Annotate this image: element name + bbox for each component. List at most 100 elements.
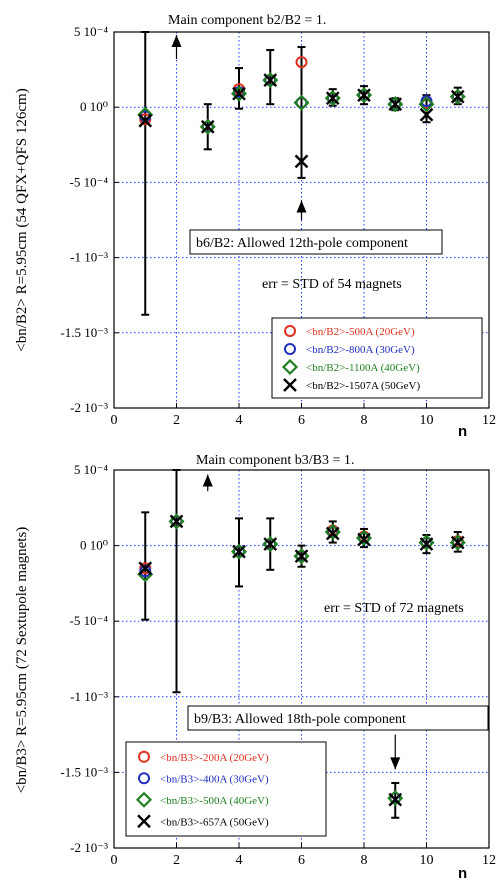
- marker-x-stroke: [388, 792, 403, 807]
- x-tick-label: 8: [361, 413, 368, 428]
- marker-x-stroke: [325, 91, 340, 106]
- data-point: [355, 87, 373, 104]
- y-tick-label: 0 10⁰: [80, 99, 108, 114]
- marker-x-stroke: [200, 119, 215, 134]
- x-axis-label: n: [458, 865, 467, 882]
- legend-marker: [137, 814, 151, 829]
- annotation-arrow-head: [390, 757, 401, 770]
- legend: <bn/B3>-200A (20GeV) <bn/B3>-400A (30GeV)…: [125, 741, 327, 837]
- marker-x-stroke: [294, 154, 309, 169]
- x-tick-label: 4: [236, 853, 243, 868]
- legend-label: <bn/B3>-500A (40GeV): [160, 795, 269, 807]
- y-axis-label: <bn/B2> R=5.95cm (54 QFX+QFS 126cm): [14, 88, 30, 351]
- marker-x-stroke: [263, 73, 278, 87]
- legend-marker: [135, 791, 153, 808]
- y-tick-label: -5 10⁻⁴: [70, 174, 109, 189]
- data-point: [357, 88, 371, 103]
- y-tick-label: -1 10⁻³: [70, 250, 108, 265]
- marker-x-stroke: [263, 537, 278, 551]
- data-point: [168, 513, 185, 530]
- data-point: [388, 97, 403, 112]
- y-tick-label: -5 10⁻⁴: [70, 613, 109, 628]
- data-point: [450, 535, 465, 550]
- y-tick-label: -1.5 10⁻³: [60, 764, 108, 779]
- x-tick-label: 0: [111, 413, 118, 428]
- annotation-arrow-head: [171, 35, 182, 48]
- annotation-arrow-head: [296, 200, 307, 213]
- marker-x-stroke: [232, 544, 246, 559]
- y-axis-label: <bn/B3> R=5.95cm (72 Sextupole magnets): [14, 527, 30, 794]
- y-tick-label: -1.5 10⁻³: [60, 325, 108, 340]
- x-tick-label: 8: [361, 853, 368, 868]
- x-tick-label: 0: [111, 853, 118, 868]
- marker-x-stroke: [450, 535, 465, 550]
- marker-x-stroke: [137, 814, 151, 829]
- data-point: [418, 96, 435, 113]
- y-tick-label: 5 10⁻⁴: [74, 462, 109, 477]
- legend-marker: [283, 378, 297, 392]
- legend-label: <bn/B2>-1507A (50GeV): [306, 380, 420, 392]
- chart-title: Main component b3/B3 = 1.: [196, 453, 354, 468]
- y-tick-label: 5 10⁻⁴: [74, 24, 109, 39]
- x-axis-label: n: [458, 423, 467, 440]
- legend: <bn/B2>-500A (20GeV) <bn/B2>-800A (30GeV)…: [271, 317, 483, 399]
- err-note-text: err = STD of 54 magnets: [262, 277, 402, 292]
- y-tick-label: -2 10⁻³: [70, 840, 108, 855]
- x-tick-label: 6: [298, 413, 305, 428]
- data-point: [325, 526, 340, 541]
- legend-marker: [284, 343, 296, 355]
- marker-x-stroke: [294, 549, 309, 564]
- data-point: [169, 514, 184, 529]
- marker-x-stroke: [169, 514, 184, 529]
- x-tick-label: 6: [298, 853, 305, 868]
- x-tick-label: 12: [482, 853, 496, 868]
- chart-1: 0 2 4 6 8 10 12 5 10⁻⁴ 0 10⁰ -5 10⁻⁴ -1 10⁻³ -1.5 1…: [14, 13, 496, 440]
- marker-x-stroke: [357, 88, 371, 103]
- annotation-arrow-head: [202, 474, 213, 487]
- marker-x-stroke: [388, 97, 403, 112]
- y-tick-label: -1 10⁻³: [70, 689, 108, 704]
- data-point: [230, 85, 248, 102]
- legend-marker: [284, 325, 296, 337]
- legend-marker: [138, 750, 150, 763]
- legend-label: <bn/B3>-400A (30GeV): [160, 773, 269, 785]
- marker-x-stroke: [325, 526, 340, 541]
- data-point: [294, 549, 309, 564]
- marker-x-stroke: [419, 537, 434, 551]
- marker-x-stroke: [138, 113, 153, 128]
- data-point: [449, 88, 466, 105]
- x-tick-label: 2: [173, 853, 180, 868]
- x-tick-label: 10: [420, 853, 434, 868]
- data-point: [138, 113, 153, 128]
- legend-label: <bn/B3>-200A (20GeV): [160, 752, 269, 764]
- data-point: [294, 154, 309, 169]
- legend-label: <bn/B2>-500A (20GeV): [306, 326, 415, 338]
- data-point: [450, 89, 465, 104]
- marker-x-stroke: [232, 86, 246, 101]
- component-note-box: [187, 705, 489, 731]
- component-note-box: [189, 229, 443, 255]
- data-point: [232, 544, 246, 559]
- data-point: [200, 119, 215, 134]
- data-point: [387, 96, 404, 113]
- x-tick-label: 12: [482, 413, 496, 428]
- err-note-text: err = STD of 72 magnets: [324, 601, 464, 616]
- data-point: [419, 537, 434, 551]
- x-tick-label: 10: [420, 413, 434, 428]
- data-point: [199, 118, 216, 135]
- data-point: [230, 543, 248, 560]
- data-point: [325, 91, 340, 106]
- chart-2: 0 2 4 6 8 10 12 5 10⁻⁴ 0 10⁰ -5 10⁻⁴ -1 10⁻³ -1.5 1…: [14, 453, 496, 882]
- marker-x-stroke: [283, 378, 297, 392]
- legend-box: [125, 741, 327, 837]
- data-point: [449, 534, 466, 551]
- data-point: [263, 73, 278, 87]
- data-point: [293, 94, 310, 111]
- data-point: [138, 561, 153, 576]
- data-point: [263, 537, 278, 551]
- data-point: [262, 536, 279, 553]
- data-point: [324, 90, 341, 107]
- marker-x-stroke: [450, 89, 465, 104]
- marker-x-stroke: [419, 107, 434, 122]
- x-tick-label: 2: [173, 413, 180, 428]
